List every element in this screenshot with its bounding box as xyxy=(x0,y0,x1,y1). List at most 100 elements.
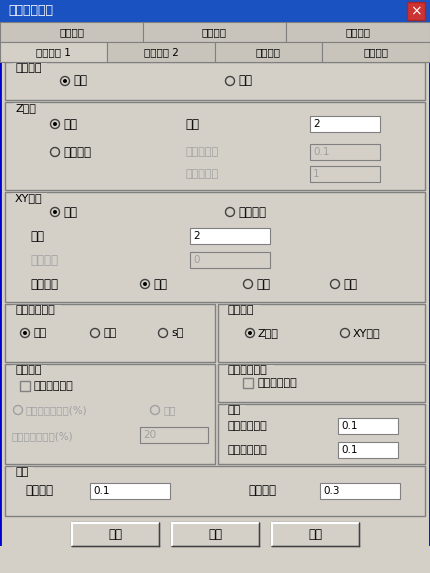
Text: 环切: 环切 xyxy=(153,277,167,291)
Text: 残留高度: 残留高度 xyxy=(63,146,91,159)
Bar xyxy=(338,418,398,434)
Circle shape xyxy=(23,331,27,335)
Text: 加工参数 2: 加工参数 2 xyxy=(144,47,178,57)
Text: 刀具参数: 刀具参数 xyxy=(345,27,371,37)
Text: 选项: 选项 xyxy=(228,405,241,415)
Bar xyxy=(310,166,380,182)
Bar xyxy=(226,365,274,376)
Bar xyxy=(13,103,40,114)
Bar xyxy=(0,22,143,42)
Bar xyxy=(338,442,398,458)
Text: 0.1: 0.1 xyxy=(93,486,110,496)
Text: 加工精度: 加工精度 xyxy=(25,485,53,497)
Circle shape xyxy=(63,79,67,83)
Text: XY优先: XY优先 xyxy=(353,328,381,338)
Bar xyxy=(226,305,260,316)
Text: 1: 1 xyxy=(313,169,319,179)
Bar xyxy=(140,427,208,443)
Text: 切削用量: 切削用量 xyxy=(59,27,84,37)
Text: 0: 0 xyxy=(193,255,200,265)
Circle shape xyxy=(141,280,150,288)
Circle shape xyxy=(150,406,160,414)
Bar xyxy=(13,467,33,478)
Text: 等高线粗加工: 等高线粗加工 xyxy=(8,5,53,18)
Text: 加工参数 1: 加工参数 1 xyxy=(36,47,71,57)
Circle shape xyxy=(341,328,350,337)
Bar xyxy=(171,522,259,546)
Circle shape xyxy=(143,282,147,286)
Bar xyxy=(143,22,286,42)
Text: 行距: 行距 xyxy=(30,230,44,242)
Text: 参数: 参数 xyxy=(15,467,28,477)
Text: 行间连接方式: 行间连接方式 xyxy=(15,305,55,315)
Bar xyxy=(310,144,380,160)
Text: 直线: 直线 xyxy=(33,328,46,338)
Circle shape xyxy=(225,77,234,85)
Bar xyxy=(226,405,246,416)
Text: 顺鐵: 顺鐵 xyxy=(73,74,87,88)
Circle shape xyxy=(50,207,59,217)
Text: 前进角度: 前进角度 xyxy=(30,253,58,266)
Circle shape xyxy=(50,147,59,156)
Text: 拐角半径: 拐角半径 xyxy=(15,365,42,375)
Text: 加工边界: 加工边界 xyxy=(202,27,227,37)
Circle shape xyxy=(90,328,99,337)
Bar xyxy=(20,381,30,391)
Circle shape xyxy=(159,328,168,337)
Text: 悬挂: 悬挂 xyxy=(308,528,322,540)
Bar xyxy=(5,102,425,190)
Text: 确定: 确定 xyxy=(108,528,122,540)
Text: Z优先: Z优先 xyxy=(258,328,279,338)
Bar xyxy=(13,305,61,316)
Bar xyxy=(215,42,322,62)
Bar xyxy=(322,42,430,62)
Circle shape xyxy=(53,122,57,126)
Text: 层高: 层高 xyxy=(63,117,77,131)
Bar xyxy=(286,22,430,42)
Text: 最小层间距: 最小层间距 xyxy=(185,147,218,157)
Text: 单向: 单向 xyxy=(256,277,270,291)
Text: s形: s形 xyxy=(171,328,183,338)
Circle shape xyxy=(248,331,252,335)
Text: 半径: 半径 xyxy=(163,405,175,415)
Bar xyxy=(5,62,425,100)
Text: 刀具直径百分比(%): 刀具直径百分比(%) xyxy=(12,431,74,441)
Bar xyxy=(0,546,430,573)
Bar xyxy=(0,42,107,62)
Circle shape xyxy=(50,120,59,128)
Bar xyxy=(5,364,215,464)
Bar xyxy=(71,522,159,546)
Text: 层高: 层高 xyxy=(185,117,199,131)
Text: 切削模式: 切削模式 xyxy=(30,277,58,291)
Bar xyxy=(13,193,47,204)
Circle shape xyxy=(331,280,340,288)
Bar xyxy=(218,364,425,402)
Bar xyxy=(310,116,380,132)
Text: 添加拐角半径: 添加拐角半径 xyxy=(34,381,74,391)
Bar xyxy=(243,378,253,388)
Bar xyxy=(5,466,425,516)
Text: 20: 20 xyxy=(143,430,156,440)
Bar xyxy=(218,304,425,362)
Bar xyxy=(190,228,270,244)
Text: XY切入: XY切入 xyxy=(15,193,43,203)
Text: 0.3: 0.3 xyxy=(323,486,340,496)
Text: 使用镍片刀具: 使用镍片刀具 xyxy=(258,378,298,388)
Text: 册除长度系数: 册除长度系数 xyxy=(228,445,268,455)
Bar xyxy=(407,2,425,20)
Text: 切入切出: 切入切出 xyxy=(256,47,281,57)
Circle shape xyxy=(53,210,57,214)
Text: 往复: 往复 xyxy=(343,277,357,291)
Bar xyxy=(320,483,400,499)
Text: 下刀方式: 下刀方式 xyxy=(363,47,388,57)
Circle shape xyxy=(13,406,22,414)
Text: 0.1: 0.1 xyxy=(313,147,329,157)
Text: 加工余量: 加工余量 xyxy=(248,485,276,497)
Text: 最大层间距: 最大层间距 xyxy=(185,169,218,179)
Circle shape xyxy=(246,328,255,337)
Bar xyxy=(13,365,47,376)
Bar xyxy=(107,42,215,62)
Bar xyxy=(271,522,359,546)
Bar xyxy=(90,483,170,499)
Text: 逆鐵: 逆鐵 xyxy=(238,74,252,88)
